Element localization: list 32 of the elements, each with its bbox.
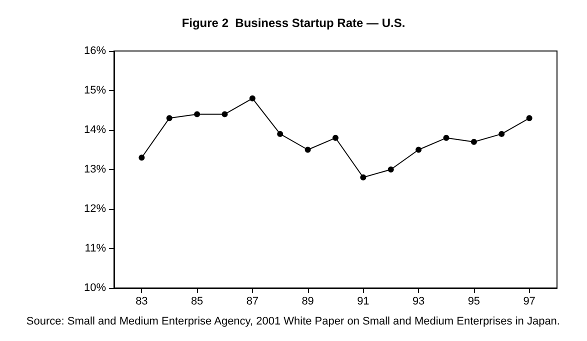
y-tick-label: 13% <box>84 164 106 176</box>
x-tick-label: 87 <box>246 296 259 308</box>
point <box>526 115 532 122</box>
y-tick-label: 15% <box>84 84 106 96</box>
source-note: Source: Small and Medium Enterprise Agency, 2001 White Paper on Small and Medium Enterprises in Japan. <box>26 316 560 328</box>
point <box>304 146 311 153</box>
y-tick-label: 14% <box>84 124 106 136</box>
point <box>443 134 450 141</box>
x-tick-label: 93 <box>412 296 425 308</box>
y-tick-label: 11% <box>84 242 106 254</box>
point <box>416 146 422 153</box>
y-tick-label: 10% <box>84 282 106 294</box>
point <box>194 111 200 118</box>
point <box>360 174 366 180</box>
x-tick-label: 85 <box>190 296 204 308</box>
point <box>470 138 477 145</box>
point <box>166 115 172 122</box>
y-tick-label: 12% <box>84 203 106 215</box>
point <box>138 154 145 161</box>
x-tick-label: 97 <box>523 296 536 308</box>
x-tick-label: 83 <box>136 296 148 308</box>
x-tick-label: 95 <box>468 296 480 308</box>
point <box>332 134 338 141</box>
x-tick-label: 89 <box>302 296 314 308</box>
point <box>498 130 505 137</box>
point <box>277 130 284 137</box>
x-tick-label: 91 <box>357 296 370 308</box>
point <box>222 111 228 118</box>
point <box>388 166 394 172</box>
chart-title: Figure 2 Business Startup Rate — U.S. <box>182 16 406 30</box>
y-tick-label: 16% <box>84 45 106 57</box>
point <box>249 95 256 102</box>
